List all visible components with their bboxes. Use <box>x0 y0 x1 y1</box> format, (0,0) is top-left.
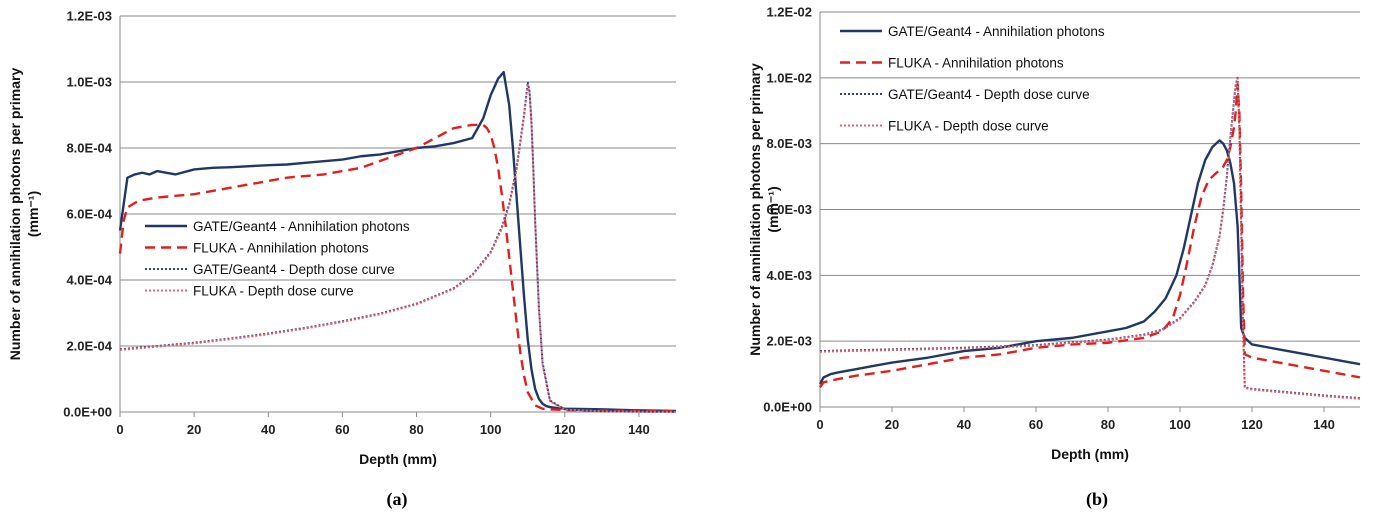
y-axis-unit: (mm⁻¹) <box>25 191 41 237</box>
x-tick-label: 20 <box>885 417 899 432</box>
y-tick-label: 6.0E-03 <box>766 202 812 217</box>
y-tick-label: 0.0E+00 <box>763 400 812 415</box>
legend-label: FLUKA - Depth dose curve <box>193 284 354 299</box>
chart-panel-a: 0.0E+00 2.0E-04 4.0E-04 6.0E-04 8.0E-04 1.0E-… <box>7 9 677 510</box>
y-tick-label: 8.0E-04 <box>66 141 112 156</box>
legend-label: FLUKA - Depth dose curve <box>888 119 1049 134</box>
series-line-1 <box>818 139 1361 385</box>
panel-label: (a) <box>387 489 408 510</box>
legend: GATE/Geant4 - Annihilation photons FLUKA … <box>145 219 410 299</box>
legend-label: GATE/Geant4 - Depth dose curve <box>888 87 1090 102</box>
x-tick-label: 40 <box>261 422 275 437</box>
x-tick-label: 60 <box>1029 417 1043 432</box>
y-tick-label: 6.0E-04 <box>66 207 112 222</box>
legend-label: FLUKA - Annihilation photons <box>888 56 1064 71</box>
y-tick-label: 4.0E-03 <box>766 268 812 283</box>
series-line-4 <box>819 77 1361 400</box>
y-tick-label: 1.0E-03 <box>66 75 112 90</box>
y-tick-label: 1.2E-02 <box>766 5 812 20</box>
y-tick-label: 1.0E-02 <box>766 70 812 85</box>
y-tick-label: 2.0E-03 <box>766 334 812 349</box>
x-tick-label: 20 <box>187 422 201 437</box>
x-axis-label: Depth (mm) <box>1051 446 1129 462</box>
x-tick-label: 40 <box>957 417 971 432</box>
x-axis-label: Depth (mm) <box>359 451 437 467</box>
series-line-1 <box>118 70 677 413</box>
panel-label: (b) <box>1086 489 1108 510</box>
y-tick-label: 1.2E-03 <box>66 9 112 24</box>
legend-label: GATE/Geant4 - Depth dose curve <box>193 262 395 277</box>
x-tick-label: 100 <box>1169 417 1191 432</box>
series-line-4 <box>119 82 677 413</box>
x-tick-label: 80 <box>409 422 423 437</box>
legend: GATE/Geant4 - Annihilation photons FLUKA … <box>840 24 1105 134</box>
y-tick-label: 8.0E-03 <box>766 136 812 151</box>
legend-label: GATE/Geant4 - Annihilation photons <box>193 219 410 234</box>
chart-panel-b: 0.0E+00 2.0E-03 4.0E-03 6.0E-03 8.0E-03 1.0E-… <box>747 5 1361 510</box>
legend-label: FLUKA - Annihilation photons <box>193 241 369 256</box>
x-tick-label: 100 <box>480 422 502 437</box>
y-axis-unit: (mm⁻¹) <box>765 186 781 232</box>
y-axis-label: Number of annihilation photons per prima… <box>7 68 23 361</box>
y-tick-label: 4.0E-04 <box>66 273 112 288</box>
x-tick-label: 140 <box>628 422 650 437</box>
x-tick-label: 80 <box>1101 417 1115 432</box>
x-tick-label: 0 <box>116 422 123 437</box>
x-tick-label: 60 <box>335 422 349 437</box>
legend-label: GATE/Geant4 - Annihilation photons <box>888 24 1105 39</box>
x-tick-label: 120 <box>554 422 576 437</box>
y-tick-label: 0.0E+00 <box>63 405 112 420</box>
y-tick-label: 2.0E-04 <box>66 339 112 354</box>
series-line-2 <box>118 123 677 413</box>
y-axis-label: Number of annihilation photons per prima… <box>747 63 763 356</box>
x-tick-label: 0 <box>816 417 823 432</box>
x-tick-label: 140 <box>1313 417 1335 432</box>
x-tick-label: 120 <box>1241 417 1263 432</box>
